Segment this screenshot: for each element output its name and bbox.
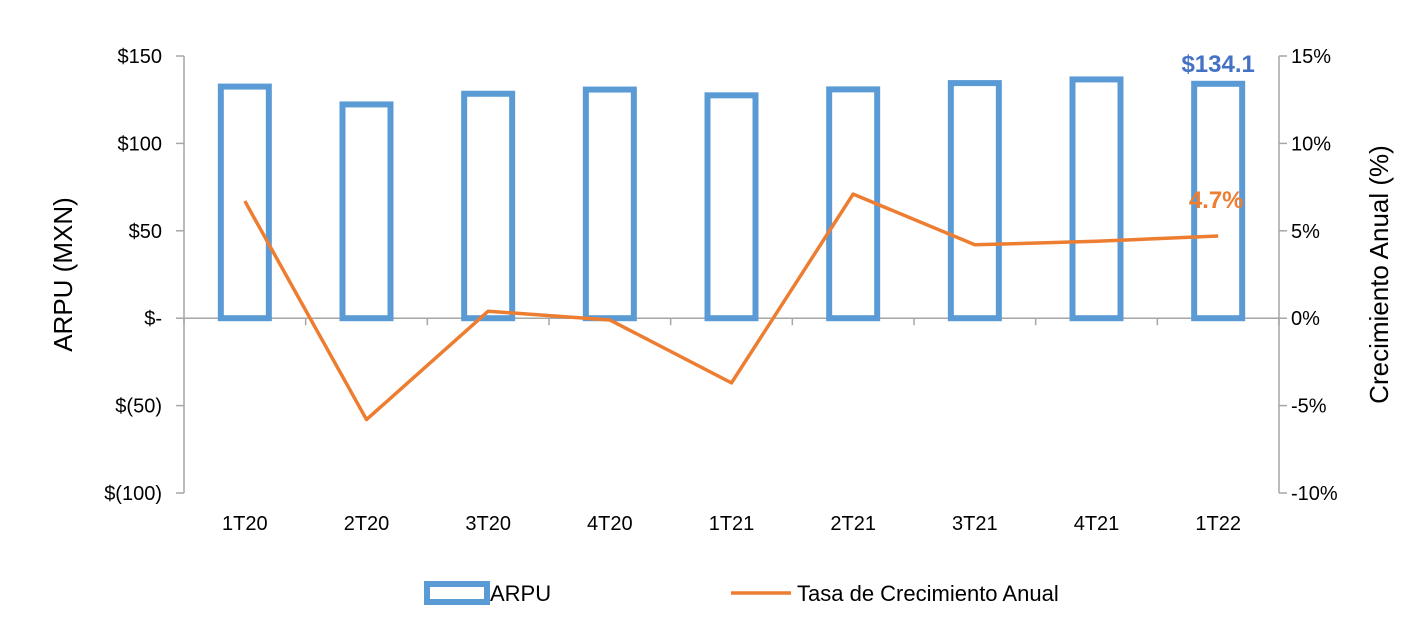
x-tick-label: 1T20 <box>222 513 268 535</box>
line-layer <box>243 192 1219 422</box>
right-tick-label: 0% <box>1291 308 1320 330</box>
x-tick-label: 1T22 <box>1195 513 1241 535</box>
right-tick-label: 5% <box>1291 221 1320 243</box>
growth-data-label: 4.7% <box>1189 187 1244 214</box>
left-tick-label: $150 <box>118 46 163 68</box>
arpu-bar <box>947 80 1002 322</box>
arpu-bar <box>582 86 637 322</box>
right-tick-label: -10% <box>1291 483 1338 505</box>
left-tick-label: $- <box>144 308 162 330</box>
right-tick-label: 10% <box>1291 133 1331 155</box>
x-tick-label: 3T21 <box>952 513 998 535</box>
x-tick-label: 2T20 <box>344 513 390 535</box>
left-tick-label: $100 <box>118 133 163 155</box>
left-axis-title: ARPU (MXN) <box>48 197 78 352</box>
left-tick-label: $(50) <box>115 396 162 418</box>
arpu-bar <box>217 83 272 322</box>
legend-growth-label: Tasa de Crecimiento Anual <box>797 581 1059 606</box>
arpu-bar <box>826 86 881 322</box>
axes-layer: $150 $100 $50 $- $(50) $(100) 15% 10% 5% 0% -5% -10… <box>48 46 1394 535</box>
x-tick-label: 2T21 <box>830 513 876 535</box>
arpu-bar <box>1069 76 1124 322</box>
x-tick-label: 4T21 <box>1074 513 1120 535</box>
bars-layer <box>217 76 1246 322</box>
arpu-bar <box>704 92 759 322</box>
x-tick-label: 3T20 <box>465 513 511 535</box>
legend-layer: ARPU Tasa de Crecimiento Anual <box>424 581 1059 606</box>
legend-arpu-label: ARPU <box>490 581 551 606</box>
arpu-bar <box>339 101 394 322</box>
x-tick-label: 1T21 <box>709 513 755 535</box>
arpu-data-label: $134.1 <box>1181 51 1254 78</box>
arpu-bar <box>461 90 516 322</box>
arpu-bar <box>1191 80 1246 322</box>
labels-layer: $134.1 4.7% <box>1181 51 1254 214</box>
right-tick-label: -5% <box>1291 396 1327 418</box>
left-tick-label: $(100) <box>104 483 162 505</box>
right-axis-title: Crecimiento Anual (%) <box>1364 145 1394 404</box>
legend-arpu-swatch <box>424 581 490 605</box>
left-tick-label: $50 <box>129 221 162 243</box>
x-tick-label: 4T20 <box>587 513 633 535</box>
right-tick-label: 15% <box>1291 46 1331 68</box>
